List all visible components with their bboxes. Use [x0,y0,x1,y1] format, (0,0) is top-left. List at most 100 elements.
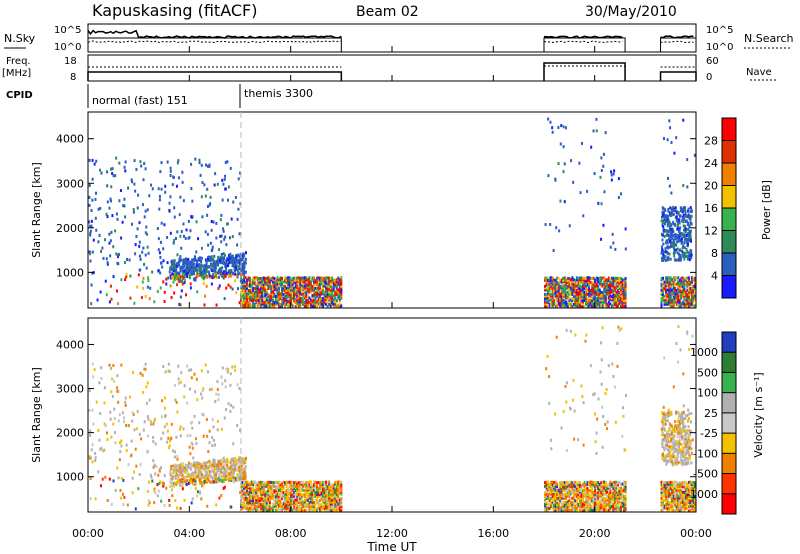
power-cell [216,182,219,186]
power-cell [250,284,253,288]
power-cell [165,277,168,281]
power-cell [241,292,244,296]
power-cell [207,274,210,278]
velocity-cell [624,480,627,484]
velocity-cell [586,500,589,504]
power-cell [551,280,554,284]
power-cell [334,296,337,300]
velocity-cell [606,509,609,513]
velocity-cell [154,472,157,476]
velocity-cell [334,481,337,485]
power-cell [198,257,201,261]
power-cell [173,291,176,295]
power-cell [669,126,672,130]
power-cell [288,280,291,284]
power-cell [588,286,591,290]
velocity-cell [571,496,574,500]
velocity-cell [250,502,253,506]
power-cell [688,236,691,240]
power-cell [568,280,571,284]
velocity-cell [675,486,678,490]
velocity-cell [215,392,218,396]
power-cell [597,300,600,304]
velocity-cell [550,480,553,484]
power-cell [297,292,300,296]
velocity-cell [565,494,568,498]
power-cell [296,300,299,304]
power-cell [285,294,288,298]
velocity-cell [111,377,114,381]
power-cell [557,286,560,290]
power-cell [109,167,112,171]
power-cell [264,300,267,304]
power-cell [580,300,583,304]
power-cell [317,278,320,282]
power-cell [241,284,244,288]
freq-trace [659,71,697,81]
power-cell [598,282,601,286]
power-cell [173,278,176,282]
power-cell [615,300,618,304]
power-cell [115,212,118,216]
velocity-cell [256,502,259,506]
power-cell [241,280,244,284]
velocity-cell [683,492,686,496]
velocity-cell [598,484,601,488]
velocity-cell [610,494,613,498]
velocity-cell [675,505,678,509]
velocity-cell [620,509,622,513]
power-cell [317,288,320,292]
velocity-cell [189,433,192,437]
velocity-cell [618,492,621,496]
velocity-cell [337,480,340,484]
power-cell [574,302,577,306]
velocity-cell [609,499,612,503]
power-cell [220,234,223,238]
velocity-cell [329,498,332,502]
power-cell [548,304,551,308]
power-cell [580,292,583,296]
velocity-cell [554,485,557,489]
velocity-cell [252,502,255,506]
velocity-cell [598,494,601,498]
date-title: 30/May/2010 [585,4,677,20]
power-cell [89,231,92,235]
power-cell [672,220,675,224]
power-cell [203,273,206,277]
velocity-cell [595,485,598,489]
power-cell [234,269,237,273]
power-cell [550,284,553,288]
power-cell [312,302,315,306]
velocity-cell [241,503,244,507]
power-cell [299,278,302,282]
power-cell [165,282,168,286]
nsky-interval [87,37,342,52]
velocity-cell [689,488,692,492]
power-cell [563,302,566,306]
power-cell [620,276,622,280]
power-cell [693,298,696,302]
power-cell [595,296,598,300]
velocity-cell [273,481,276,485]
power-cell [623,304,626,308]
power-cell [560,298,563,302]
velocity-cell [288,484,291,488]
power-cell [247,292,250,296]
power-cell [195,275,198,279]
power-cell [142,178,145,182]
power-cell [329,292,332,296]
power-cell [557,276,560,280]
power-cell [302,292,305,296]
power-cell [677,210,680,214]
power-cell [243,260,246,264]
power-cell [115,289,118,293]
velocity-cell [173,383,176,387]
power-cell [267,278,270,282]
power-cell [241,294,244,298]
power-cell [686,300,689,304]
power-cell [582,294,584,298]
velocity-cell [326,500,329,504]
power-cell [149,286,152,290]
velocity-cell [591,496,594,500]
velocity-cell [615,480,618,484]
